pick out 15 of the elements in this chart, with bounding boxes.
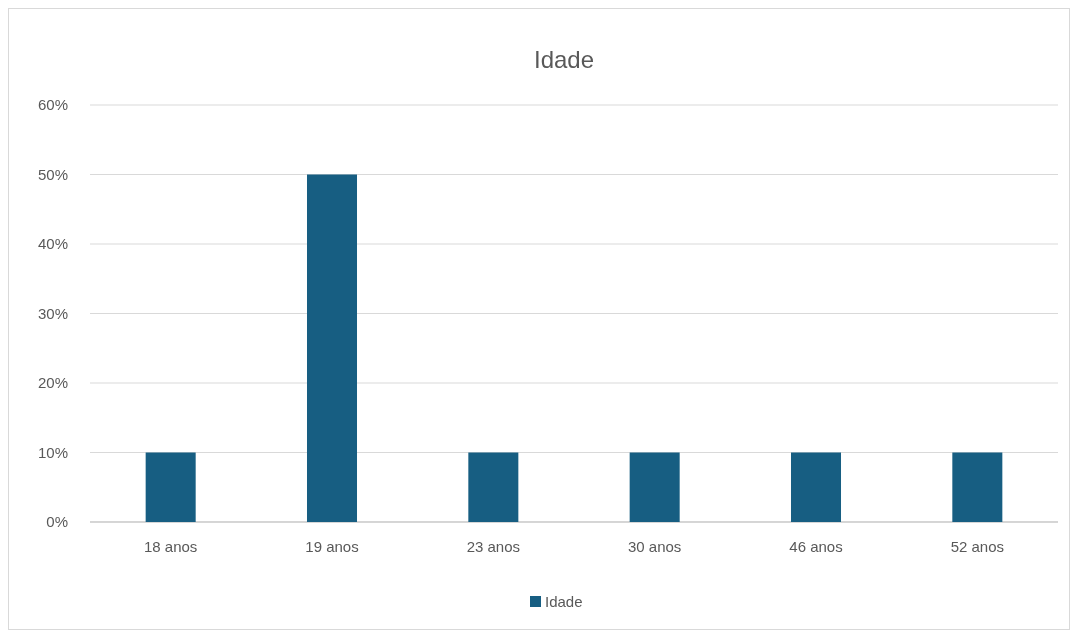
x-tick-label: 19 anos (305, 538, 359, 555)
y-tick-label: 30% (37, 304, 68, 322)
y-tick-label: 20% (37, 374, 68, 392)
x-tick-label: 52 anos (950, 538, 1005, 555)
y-tick-label: 50% (37, 165, 68, 183)
legend-label: Idade (545, 593, 583, 611)
x-tick-label: 46 anos (789, 538, 843, 555)
x-tick-label: 23 anos (466, 538, 521, 555)
y-tick-label: 10% (37, 443, 68, 461)
x-tick-label: 30 anos (627, 538, 682, 555)
chart-title: Idade (533, 46, 595, 73)
x-tick-label: 18 anos (143, 538, 198, 555)
y-tick-label: 0% (46, 513, 68, 531)
y-tick-label: 40% (37, 235, 68, 253)
y-tick-label: 60% (37, 96, 68, 114)
